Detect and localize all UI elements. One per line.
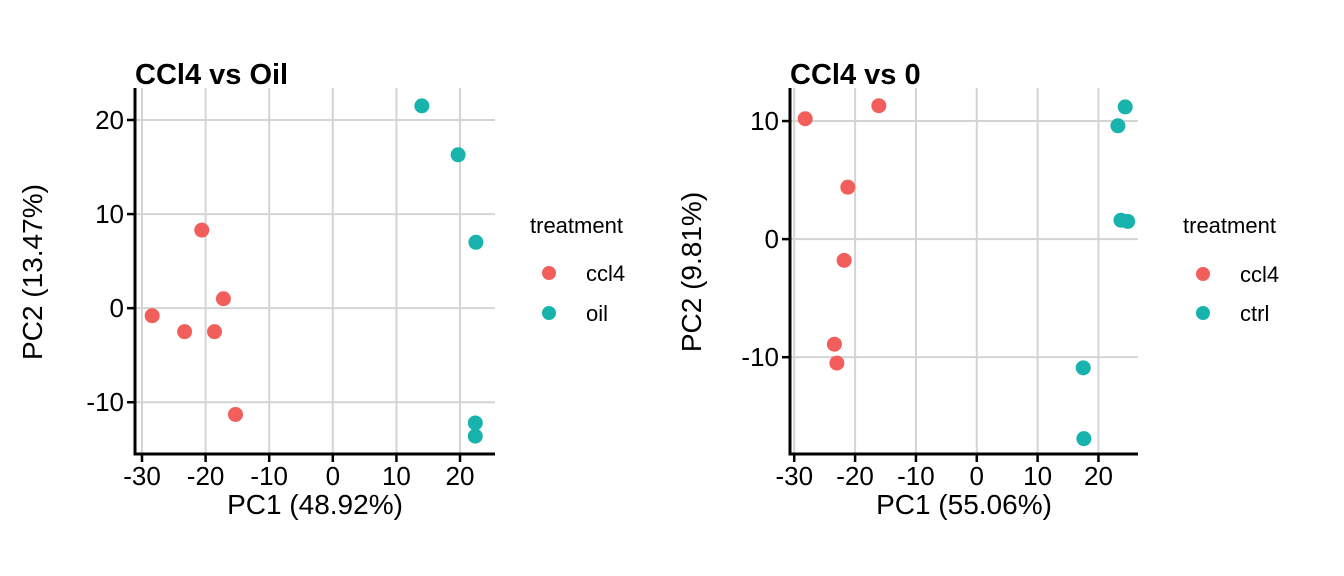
x-axis-label: PC1 (48.92%) <box>227 489 403 520</box>
x-tick-label: -30 <box>123 461 161 491</box>
data-point <box>797 111 813 127</box>
data-point <box>1076 431 1092 447</box>
y-tick-label: 0 <box>764 224 779 255</box>
y-tick-label: 10 <box>95 199 124 230</box>
plot-title: CCl4 vs Oil <box>135 59 289 92</box>
y-tick-label: -10 <box>741 342 779 373</box>
legend-item-label: ctrl <box>1240 301 1270 326</box>
legend-title: treatment <box>530 213 623 238</box>
x-tick-label: -10 <box>250 461 288 491</box>
data-point <box>194 222 210 238</box>
y-axis-label: PC2 (9.81%) <box>676 191 707 353</box>
x-tick-label: 0 <box>969 461 984 491</box>
data-point <box>177 324 193 340</box>
x-tick-label: 10 <box>1023 461 1053 491</box>
x-tick-label: 0 <box>325 461 341 491</box>
data-point <box>144 308 160 324</box>
x-tick-label: -20 <box>186 461 225 491</box>
plot-title: CCl4 vs 0 <box>790 59 921 92</box>
data-point <box>450 147 466 163</box>
legend-swatch <box>1196 306 1210 320</box>
data-point <box>207 324 223 340</box>
legend-title: treatment <box>1183 213 1276 238</box>
x-tick-label: 20 <box>1083 461 1113 491</box>
data-point <box>468 234 484 250</box>
x-tick-label: 20 <box>445 461 475 491</box>
y-tick-label: 10 <box>750 106 779 137</box>
data-point <box>227 406 243 422</box>
x-tick-label: -10 <box>897 461 935 491</box>
y-tick-label: 20 <box>95 104 124 135</box>
y-axis-label: PC2 (13.47%) <box>17 184 48 360</box>
data-point <box>1120 213 1136 229</box>
x-tick-label: 10 <box>381 461 411 491</box>
x-tick-label: -20 <box>836 461 874 491</box>
data-point <box>826 336 842 352</box>
legend-item-label: ccl4 <box>1240 262 1280 287</box>
legend-swatch <box>542 306 556 320</box>
x-axis-label: PC1 (55.06%) <box>876 489 1052 520</box>
data-point <box>871 98 887 114</box>
legend-item-label: oil <box>586 301 609 326</box>
legend-item-label: ccl4 <box>586 261 626 286</box>
y-tick-label: -10 <box>86 387 124 418</box>
data-point <box>840 179 856 195</box>
legend-swatch <box>542 266 556 280</box>
x-tick-label: -30 <box>775 461 814 491</box>
data-point <box>215 291 231 307</box>
data-point <box>1110 118 1126 134</box>
data-point <box>1117 99 1133 115</box>
data-point <box>829 355 845 371</box>
data-point <box>836 252 852 268</box>
data-point <box>467 415 483 431</box>
y-tick-label: 0 <box>109 293 124 324</box>
data-point <box>414 98 430 114</box>
legend-swatch <box>1196 267 1210 281</box>
data-point <box>467 428 483 444</box>
data-point <box>1075 360 1091 376</box>
